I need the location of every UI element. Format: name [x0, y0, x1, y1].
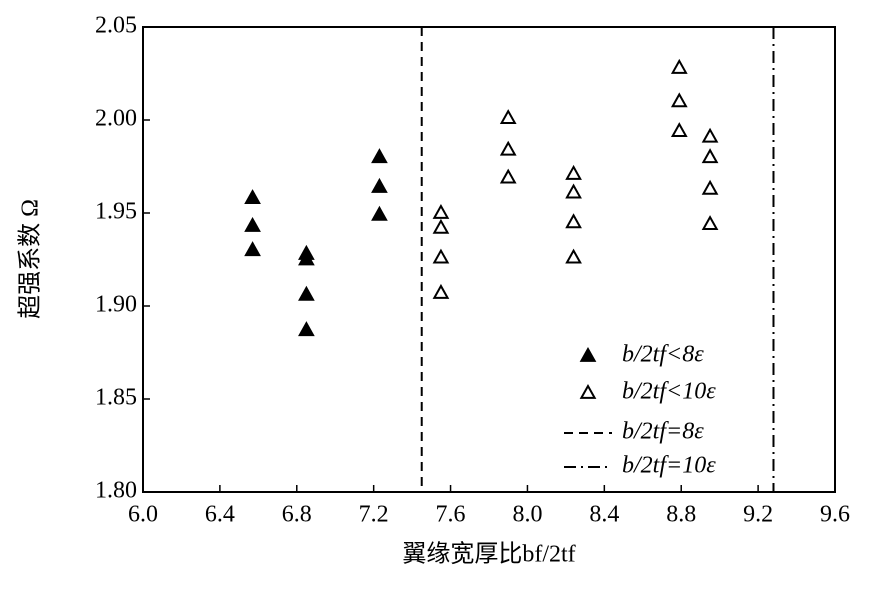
point — [432, 283, 450, 299]
x-tick-label: 6.4 — [205, 502, 235, 528]
point — [565, 164, 582, 180]
y-tick-label: 2.05 — [95, 13, 137, 39]
x-axis-label: 翼缘宽厚比bf/2tf — [402, 541, 575, 568]
y-tick-label: 1.80 — [95, 478, 137, 504]
legend-label: b/2tf<10ε — [622, 379, 716, 405]
x-tick-label: 9.2 — [743, 502, 773, 528]
point — [670, 58, 688, 74]
point — [298, 321, 315, 337]
point — [298, 285, 315, 301]
point — [244, 241, 261, 257]
point — [565, 183, 582, 199]
x-tick-label: 9.6 — [820, 502, 850, 528]
point — [701, 127, 719, 143]
y-axis-label: 超强系数 Ω — [17, 199, 44, 319]
point — [499, 109, 517, 125]
x-tick-label: 8.8 — [666, 502, 696, 528]
point — [371, 177, 388, 193]
y-tick-label: 1.90 — [95, 292, 137, 318]
point — [565, 248, 582, 264]
point — [499, 168, 517, 184]
x-tick-label: 6.0 — [128, 502, 158, 528]
point — [298, 250, 315, 266]
point — [565, 213, 582, 229]
legend-marker — [579, 383, 597, 399]
x-tick-label: 6.8 — [282, 502, 312, 528]
y-tick-label: 2.00 — [95, 106, 137, 132]
y-tick-label: 1.95 — [95, 199, 137, 225]
y-tick-label: 1.85 — [95, 385, 137, 411]
point — [670, 122, 688, 138]
point — [701, 148, 719, 164]
point — [432, 203, 450, 219]
legend-label: b/2tf=10ε — [622, 453, 716, 479]
point — [499, 140, 517, 156]
point — [432, 218, 450, 234]
point — [244, 216, 261, 232]
x-tick-label: 8.0 — [512, 502, 542, 528]
legend-label: b/2tf<8ε — [622, 342, 704, 368]
legend-marker — [579, 346, 597, 362]
x-tick-label: 7.2 — [359, 502, 389, 528]
point — [371, 205, 388, 221]
point — [371, 148, 388, 164]
point — [432, 248, 450, 264]
point — [701, 179, 719, 195]
point — [670, 92, 688, 108]
point — [701, 215, 719, 231]
legend-label: b/2tf=8ε — [622, 419, 704, 445]
point — [244, 189, 261, 205]
plot-frame — [142, 26, 836, 493]
x-tick-label: 7.6 — [436, 502, 466, 528]
x-tick-label: 8.4 — [589, 502, 619, 528]
